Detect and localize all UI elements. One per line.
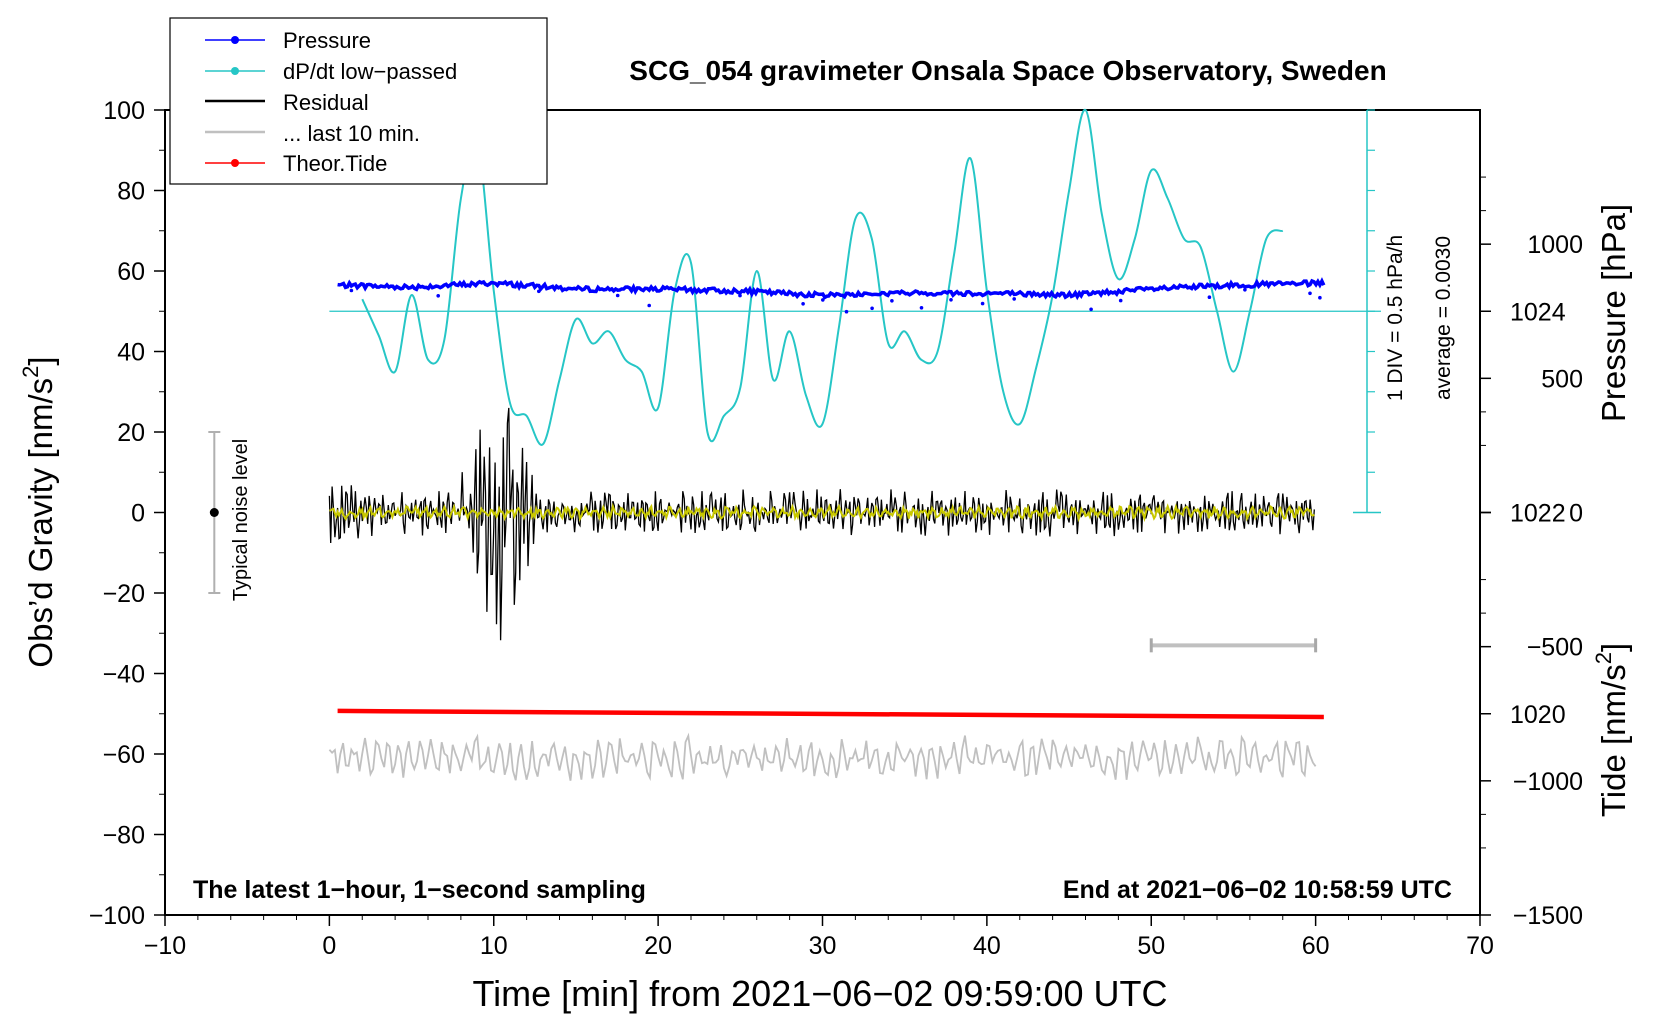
y-tick-label: 80 bbox=[117, 178, 145, 206]
y-tick-label: 100 bbox=[103, 97, 145, 125]
tide-series-line bbox=[337, 708, 1324, 720]
sampling-annotation: The latest 1−hour, 1−second sampling bbox=[193, 876, 646, 904]
pressure-outlier-point bbox=[1207, 295, 1212, 300]
y-tick-label: −80 bbox=[103, 822, 145, 850]
pressure-tick-label: 1022 bbox=[1510, 500, 1566, 528]
legend-label-residual: Residual bbox=[283, 90, 369, 115]
noise-level-label: Typical noise level bbox=[230, 439, 252, 601]
legend-label-tide: Theor.Tide bbox=[283, 151, 387, 176]
pressure-tick-label: 1024 bbox=[1510, 298, 1566, 326]
y-tick-label: 40 bbox=[117, 339, 145, 367]
y-axis-label-left: Obs’d Gravity [nm/s2] bbox=[18, 356, 59, 667]
data-layer bbox=[208, 108, 1381, 782]
pressure-outlier-point bbox=[647, 303, 651, 308]
legend-label-dpdt: dP/dt low−passed bbox=[283, 59, 457, 84]
x-tick-label: 0 bbox=[322, 932, 336, 960]
x-tick-label: 40 bbox=[973, 932, 1001, 960]
y-tick-label: −20 bbox=[103, 580, 145, 608]
legend-entry-last10: ... last 10 min. bbox=[205, 121, 420, 146]
pressure-outlier-point bbox=[870, 306, 874, 311]
chart-title: SCG_054 gravimeter Onsala Space Observat… bbox=[629, 55, 1386, 86]
tide-tick-label: 500 bbox=[1541, 365, 1583, 393]
y-tick-label: 60 bbox=[117, 258, 145, 286]
pressure-outlier-point bbox=[1308, 291, 1312, 296]
tide-tick-label: −1500 bbox=[1513, 902, 1583, 930]
x-tick-label: 60 bbox=[1302, 932, 1330, 960]
legend: Pressure dP/dt low−passed Residual ... l… bbox=[169, 17, 548, 185]
pressure-outlier-point bbox=[890, 299, 894, 303]
pressure-outlier-point bbox=[821, 298, 825, 302]
legend-label-last10: ... last 10 min. bbox=[283, 121, 420, 146]
dpdt-series-line bbox=[361, 108, 1284, 446]
tide-tick-label: −1000 bbox=[1513, 768, 1583, 796]
pressure-outlier-point bbox=[980, 301, 985, 306]
pressure-outlier-point bbox=[1243, 288, 1247, 292]
axes-layer: −10 0 10 20 30 40 50 60 70−100−80−60−40−20020406… bbox=[89, 97, 1583, 960]
pressure-outlier-point bbox=[1318, 295, 1322, 300]
end-time-annotation: End at 2021−06−02 10:58:59 UTC bbox=[1063, 876, 1452, 904]
residual-series-line bbox=[328, 407, 1315, 641]
residual-smoothed-line bbox=[329, 502, 1315, 523]
pressure-series bbox=[349, 288, 1322, 314]
x-tick-label: 20 bbox=[644, 932, 672, 960]
pressure-outlier-point bbox=[801, 302, 805, 306]
y-tick-label: −40 bbox=[103, 661, 145, 689]
x-axis-label: Time [min] from 2021−06−02 09:59:00 UTC bbox=[472, 973, 1167, 1014]
pressure-series-line bbox=[337, 277, 1326, 301]
y-tick-label: 0 bbox=[131, 500, 145, 528]
pressure-outlier-point bbox=[1012, 297, 1016, 301]
pressure-outlier-point bbox=[615, 293, 620, 298]
pressure-outlier-point bbox=[949, 298, 953, 302]
pressure-outlier-point bbox=[349, 288, 354, 293]
x-tick-label: 30 bbox=[809, 932, 837, 960]
y-tick-label: −100 bbox=[89, 902, 145, 930]
x-tick-label: 10 bbox=[480, 932, 508, 960]
dpdt-scale-div-label: 1 DIV = 0.5 hPa/h bbox=[1384, 235, 1407, 401]
legend-entry-dpdt: dP/dt low−passed bbox=[205, 59, 457, 84]
y-tick-label: 20 bbox=[117, 419, 145, 447]
dpdt-average-label: average = 0.0030 bbox=[1432, 236, 1455, 400]
tide-tick-label: 0 bbox=[1569, 500, 1583, 528]
y-tick-label: −60 bbox=[103, 741, 145, 769]
legend-entry-residual: Residual bbox=[205, 90, 369, 115]
y-axis-label-pressure: Pressure [hPa] bbox=[1595, 204, 1632, 422]
tide-tick-label: −500 bbox=[1527, 634, 1583, 662]
last10-series-line bbox=[328, 732, 1317, 782]
tide-tick-label: 1000 bbox=[1527, 231, 1583, 259]
x-tick-label: −10 bbox=[144, 932, 186, 960]
pressure-outlier-point bbox=[844, 309, 849, 314]
pressure-outlier-point bbox=[919, 306, 924, 310]
x-tick-label: 50 bbox=[1137, 932, 1165, 960]
noise-level-point bbox=[209, 508, 219, 517]
y-axis-label-tide: Tide [nm/s2] bbox=[1591, 643, 1632, 817]
pressure-outlier-point bbox=[1118, 298, 1123, 303]
legend-label-pressure: Pressure bbox=[283, 28, 371, 53]
legend-entry-pressure: Pressure bbox=[205, 28, 371, 53]
pressure-outlier-point bbox=[738, 293, 742, 298]
pressure-tick-label: 1020 bbox=[1510, 701, 1566, 729]
legend-entry-tide: Theor.Tide bbox=[205, 151, 387, 176]
x-tick-label: 70 bbox=[1466, 932, 1494, 960]
pressure-outlier-point bbox=[436, 294, 441, 298]
pressure-outlier-point bbox=[1089, 307, 1093, 312]
